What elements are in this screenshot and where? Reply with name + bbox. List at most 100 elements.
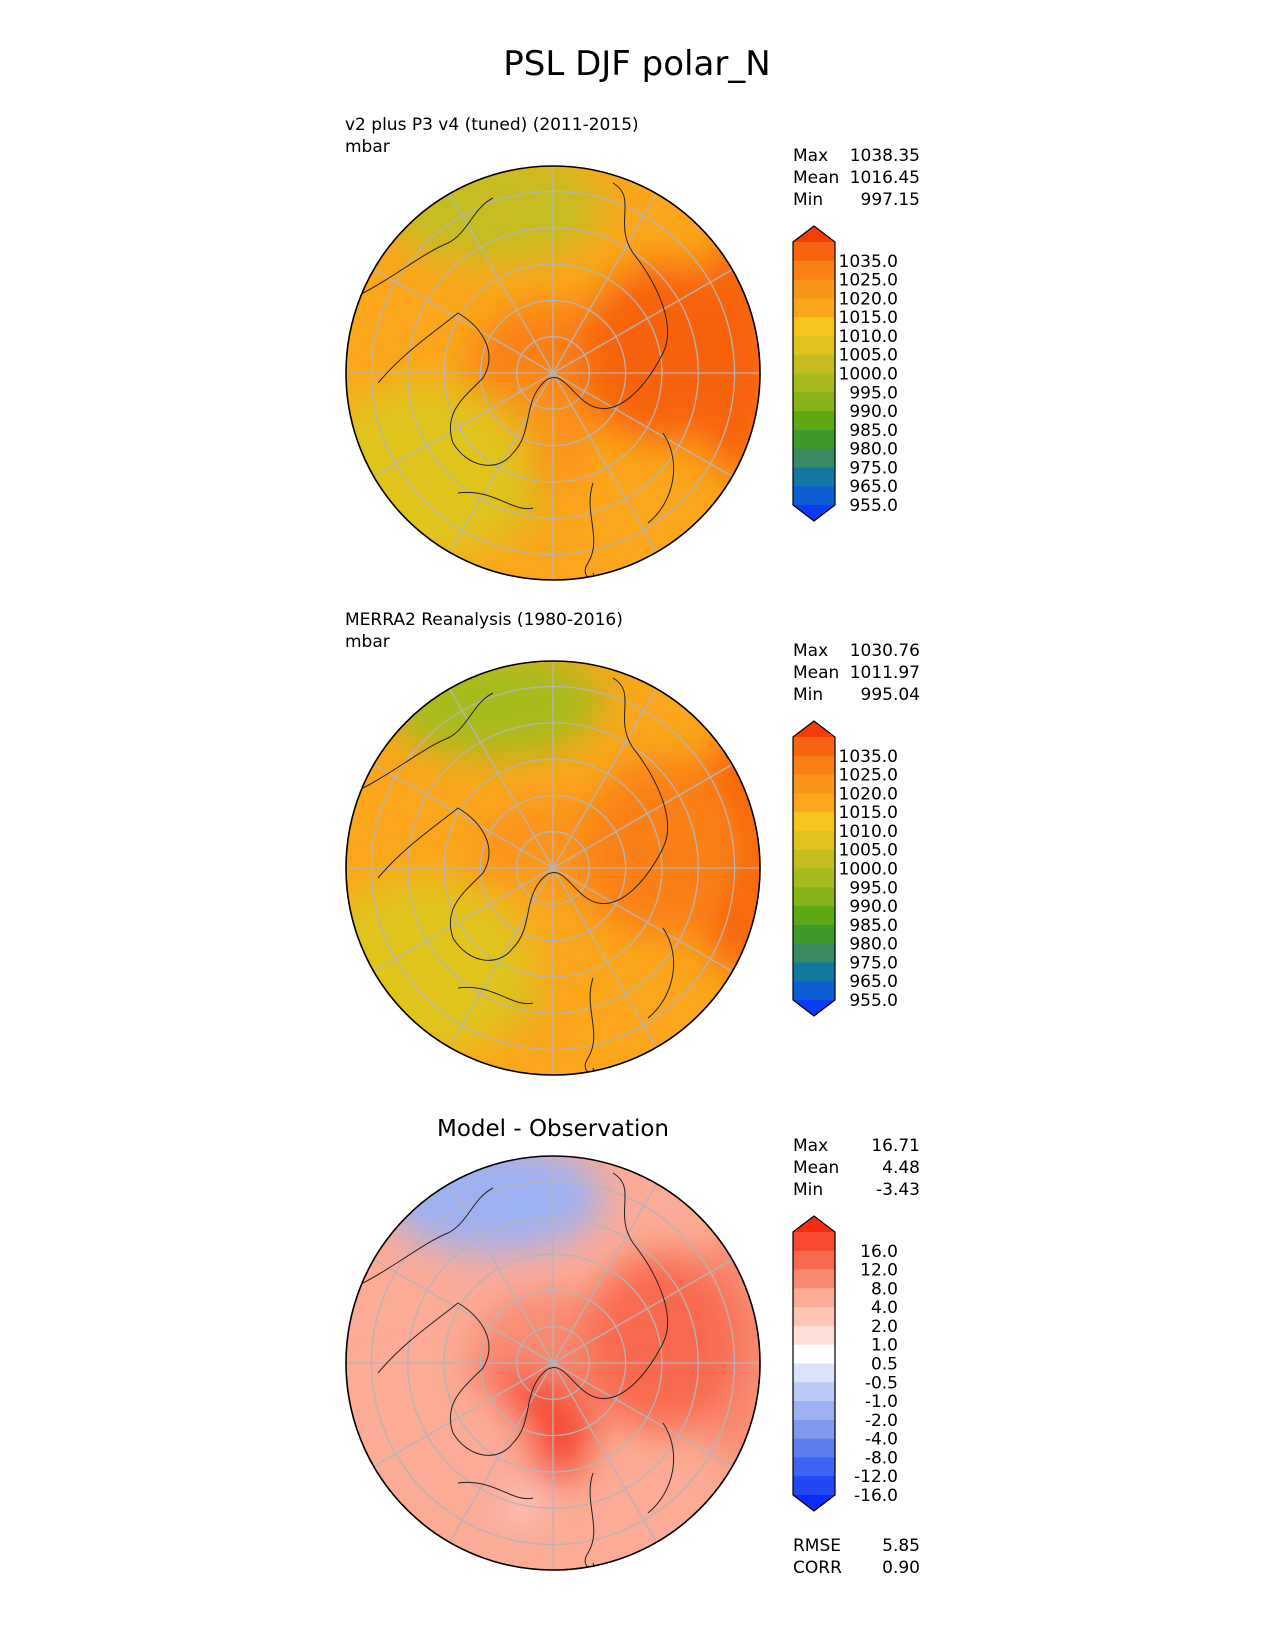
stat-value: -3.43 xyxy=(876,1180,920,1200)
colorbar: 16.012.08.04.02.01.00.5-0.5-1.0-2.0-4.0-… xyxy=(792,1215,898,1512)
panel-title: Model - Observation xyxy=(437,1116,669,1142)
colorbar-tick-label: 985.0 xyxy=(849,421,898,441)
colorbar-segment xyxy=(793,849,835,869)
colorbar-tick-label: 1000.0 xyxy=(839,365,898,385)
panel-units: mbar xyxy=(345,632,390,652)
coastline xyxy=(377,677,668,961)
map-boundary xyxy=(345,1155,761,1571)
meridian-line xyxy=(552,1362,733,1468)
colorbar-segment xyxy=(793,906,835,926)
colorbar-segment xyxy=(793,1476,835,1496)
colorbar-tick-label: 2.0 xyxy=(871,1317,898,1337)
colorbar-segment xyxy=(793,924,835,945)
rmse-value: 5.85 xyxy=(882,1536,920,1556)
colorbar-tick-label: 1035.0 xyxy=(839,747,898,767)
pressure-region-aleutian-low xyxy=(383,166,603,263)
stat-label: Max xyxy=(793,641,828,661)
meridian-line xyxy=(552,193,658,374)
rmse-label: RMSE xyxy=(793,1536,841,1556)
colorbar-tick-label: -8.0 xyxy=(865,1448,898,1468)
meridian-line xyxy=(373,1258,554,1364)
colorbar-tick-label: -2.0 xyxy=(865,1411,898,1431)
stats-block: Max 16.71 Mean 4.48 Min -3.43 xyxy=(793,1136,920,1200)
panel-3: Model - Observation Max 16.71 Mean 4.48 Min -3… xyxy=(345,1116,920,1578)
colorbar-extend-min xyxy=(793,1000,835,1016)
stat-label: Mean xyxy=(793,663,839,683)
colorbar-segment xyxy=(793,1307,835,1327)
colorbar-tick-label: 1035.0 xyxy=(839,252,898,272)
colorbar-segment xyxy=(793,411,835,431)
colorbar-tick-label: 1.0 xyxy=(871,1336,898,1356)
meridian-line xyxy=(552,1362,658,1543)
colorbar-tick-label: 990.0 xyxy=(849,402,898,422)
colorbar-segment xyxy=(793,279,835,299)
stats-block: Max 1030.76 Mean 1011.97 Min 995.04 xyxy=(793,641,920,705)
pressure-region-north-atlantic xyxy=(346,383,533,563)
colorbar-tick-label: 975.0 xyxy=(849,458,898,478)
stat-value: 1016.45 xyxy=(850,168,920,188)
panel-title: MERRA2 Reanalysis (1980-2016) xyxy=(345,610,623,630)
colorbar-tick-label: 975.0 xyxy=(849,953,898,973)
corr-label: CORR xyxy=(793,1558,842,1578)
coastline xyxy=(362,1187,494,1284)
meridian-line xyxy=(552,867,733,973)
coastline xyxy=(457,986,534,1005)
meridian-line xyxy=(448,1183,554,1364)
colorbar-segment xyxy=(793,1382,835,1402)
colorbar-tick-label: 1005.0 xyxy=(839,841,898,861)
coastline xyxy=(457,491,534,510)
colorbar-extend-min xyxy=(793,1495,835,1511)
colorbar-segment xyxy=(793,887,835,907)
meridian-line xyxy=(552,867,658,1048)
colorbar-segment xyxy=(793,1363,835,1383)
meridian-line xyxy=(552,763,733,869)
colorbar-segment xyxy=(793,755,835,776)
colorbar-tick-label: 1010.0 xyxy=(839,822,898,842)
colorbar-segment xyxy=(793,354,835,374)
colorbar-tick-label: 965.0 xyxy=(849,477,898,497)
colorbar-segment xyxy=(793,981,835,1001)
coastlines xyxy=(362,1172,675,1569)
colorbar-extend-max xyxy=(793,721,835,737)
meridian-line xyxy=(552,688,658,869)
colorbar-segment xyxy=(793,467,835,487)
figure-title: PSL DJF polar_N xyxy=(503,44,770,84)
coastline xyxy=(377,1172,668,1456)
meridian-line xyxy=(448,688,554,869)
colorbar-tick-label: 1000.0 xyxy=(839,860,898,880)
colorbar-segment xyxy=(793,373,835,393)
stats-block: Max 1038.35 Mean 1016.45 Min 997.15 xyxy=(793,146,920,210)
colorbar-tick-label: 1025.0 xyxy=(839,766,898,786)
panel-1: v2 plus P3 v4 (tuned) (2011-2015)mbar Max… xyxy=(345,115,920,581)
colorbar-segment xyxy=(793,943,835,963)
stat-value: 4.48 xyxy=(882,1158,920,1178)
graticule xyxy=(346,661,760,1075)
colorbar-outline xyxy=(792,225,836,522)
colorbar-segment xyxy=(793,1250,835,1271)
graticule xyxy=(346,1156,760,1570)
stat-label: Mean xyxy=(793,1158,839,1178)
colorbar-tick-label: 1020.0 xyxy=(839,784,898,804)
colorbar-tick-label: 995.0 xyxy=(849,383,898,403)
colorbar-extend-max xyxy=(793,1216,835,1232)
colorbar-segment xyxy=(793,830,835,851)
colorbar-segment xyxy=(793,260,835,281)
coastline xyxy=(362,197,494,294)
meridian-line xyxy=(373,268,554,374)
colorbar-segment xyxy=(793,868,835,888)
colorbar-tick-label: 1010.0 xyxy=(839,327,898,347)
meridian-line xyxy=(552,372,658,553)
colorbar-segment xyxy=(793,1288,835,1308)
colorbar-tick-label: -16.0 xyxy=(854,1486,898,1506)
colorbar-segment xyxy=(793,1344,835,1364)
colorbar-segment xyxy=(793,317,835,337)
colorbar-tick-label: 1020.0 xyxy=(839,289,898,309)
colorbar-tick-label: -4.0 xyxy=(865,1430,898,1450)
colorbar-segment xyxy=(793,298,835,318)
colorbar-segment xyxy=(793,774,835,794)
meridian-line xyxy=(373,372,554,478)
colorbar-tick-label: 980.0 xyxy=(849,440,898,460)
colorbar-tick-label: 8.0 xyxy=(871,1279,898,1299)
colorbar-segment xyxy=(793,962,835,982)
colorbar-tick-label: 12.0 xyxy=(860,1261,898,1281)
